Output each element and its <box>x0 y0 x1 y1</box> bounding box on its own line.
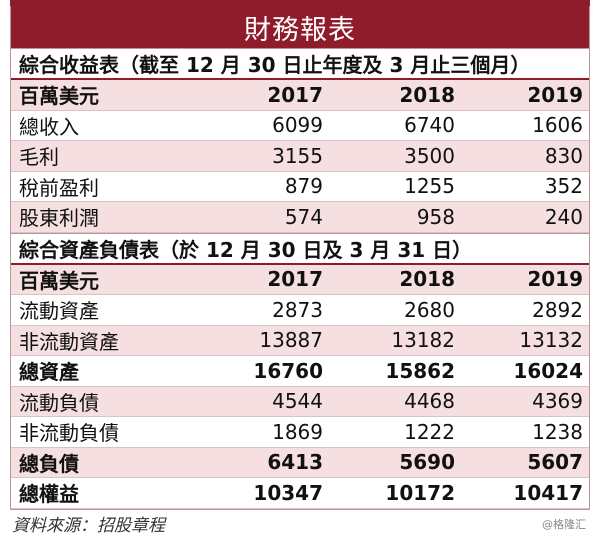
cell-2017: 574 <box>284 204 323 229</box>
table-row-total-assets: 總資產 16760 15862 16024 <box>11 356 589 387</box>
top-accent-strip <box>10 0 590 6</box>
financial-statement-table: 財務報表 綜合收益表（截至 12 月 30 日止年度及 3 月止三個月） 百萬美… <box>10 6 590 510</box>
cell-2017: 6413 <box>267 450 323 475</box>
table-title: 財務報表 <box>11 6 589 48</box>
income-year-2017: 2017 <box>267 82 323 107</box>
cell-2019: 2892 <box>532 297 583 322</box>
balance-year-2018: 2018 <box>399 267 455 292</box>
row-label: 總收入 <box>19 114 79 139</box>
cell-2017: 16760 <box>253 358 323 383</box>
row-label: 總權益 <box>19 482 79 507</box>
income-statement-heading: 綜合收益表（截至 12 月 30 日止年度及 3 月止三個月） <box>11 48 589 80</box>
cell-2019: 5607 <box>527 450 583 475</box>
source-note: 資料來源：招股章程 <box>12 516 165 536</box>
cell-2018: 10172 <box>385 480 455 505</box>
cell-2017: 4544 <box>272 389 323 414</box>
table-row: 稅前盈利 879 1255 352 <box>11 171 589 202</box>
table-row: 非流動資產 13887 13182 13132 <box>11 325 589 356</box>
table-row: 總收入 6099 6740 1606 <box>11 110 589 141</box>
cell-2018: 15862 <box>385 358 455 383</box>
table-row-total-equity: 總權益 10347 10172 10417 <box>11 478 589 509</box>
table-row: 股東利潤 574 958 240 <box>11 202 589 233</box>
cell-2019: 10417 <box>513 480 583 505</box>
cell-2018: 958 <box>416 204 455 229</box>
cell-2018: 6740 <box>404 113 455 138</box>
balance-unit-label: 百萬美元 <box>19 268 99 293</box>
income-unit-label: 百萬美元 <box>19 84 99 109</box>
balance-header-row: 百萬美元 2017 2018 2019 <box>11 264 589 295</box>
cell-2019: 352 <box>544 174 583 199</box>
income-header-row: 百萬美元 2017 2018 2019 <box>11 80 589 111</box>
cell-2017: 6099 <box>272 113 323 138</box>
table-row: 流動負債 4544 4468 4369 <box>11 386 589 417</box>
cell-2019: 1238 <box>532 419 583 444</box>
income-year-2019: 2019 <box>527 82 583 107</box>
cell-2017: 3155 <box>272 143 323 168</box>
table-row: 流動資產 2873 2680 2892 <box>11 295 589 326</box>
watermark: @格隆汇 <box>542 518 586 531</box>
cell-2019: 4369 <box>532 389 583 414</box>
row-label: 流動負債 <box>19 390 99 415</box>
income-year-2018: 2018 <box>399 82 455 107</box>
cell-2018: 5690 <box>399 450 455 475</box>
cell-2018: 1222 <box>404 419 455 444</box>
balance-sheet-heading: 綜合資產負債表（於 12 月 30 日及 3 月 31 日） <box>11 232 589 265</box>
cell-2018: 2680 <box>404 297 455 322</box>
cell-2017: 13887 <box>259 328 323 353</box>
cell-2017: 1869 <box>272 419 323 444</box>
row-label: 總資產 <box>19 360 79 385</box>
cell-2017: 879 <box>284 174 323 199</box>
cell-2019: 830 <box>544 143 583 168</box>
table-row: 毛利 3155 3500 830 <box>11 141 589 172</box>
cell-2019: 240 <box>544 204 583 229</box>
cell-2017: 10347 <box>253 480 323 505</box>
cell-2019: 16024 <box>513 358 583 383</box>
row-label: 總負債 <box>19 451 79 476</box>
row-label: 稅前盈利 <box>19 175 99 200</box>
row-label: 流動資產 <box>19 299 99 324</box>
cell-2019: 1606 <box>532 113 583 138</box>
cell-2017: 2873 <box>272 297 323 322</box>
row-label: 非流動資產 <box>19 329 119 354</box>
balance-year-2017: 2017 <box>267 267 323 292</box>
balance-year-2019: 2019 <box>527 267 583 292</box>
row-label: 股東利潤 <box>19 206 99 231</box>
cell-2018: 13182 <box>391 328 455 353</box>
row-label: 毛利 <box>19 145 59 170</box>
cell-2018: 3500 <box>404 143 455 168</box>
cell-2018: 4468 <box>404 389 455 414</box>
table-row-total-liabilities: 總負債 6413 5690 5607 <box>11 447 589 478</box>
cell-2018: 1255 <box>404 174 455 199</box>
cell-2019: 13132 <box>519 328 583 353</box>
table-row: 非流動負債 1869 1222 1238 <box>11 417 589 448</box>
row-label: 非流動負債 <box>19 421 119 446</box>
